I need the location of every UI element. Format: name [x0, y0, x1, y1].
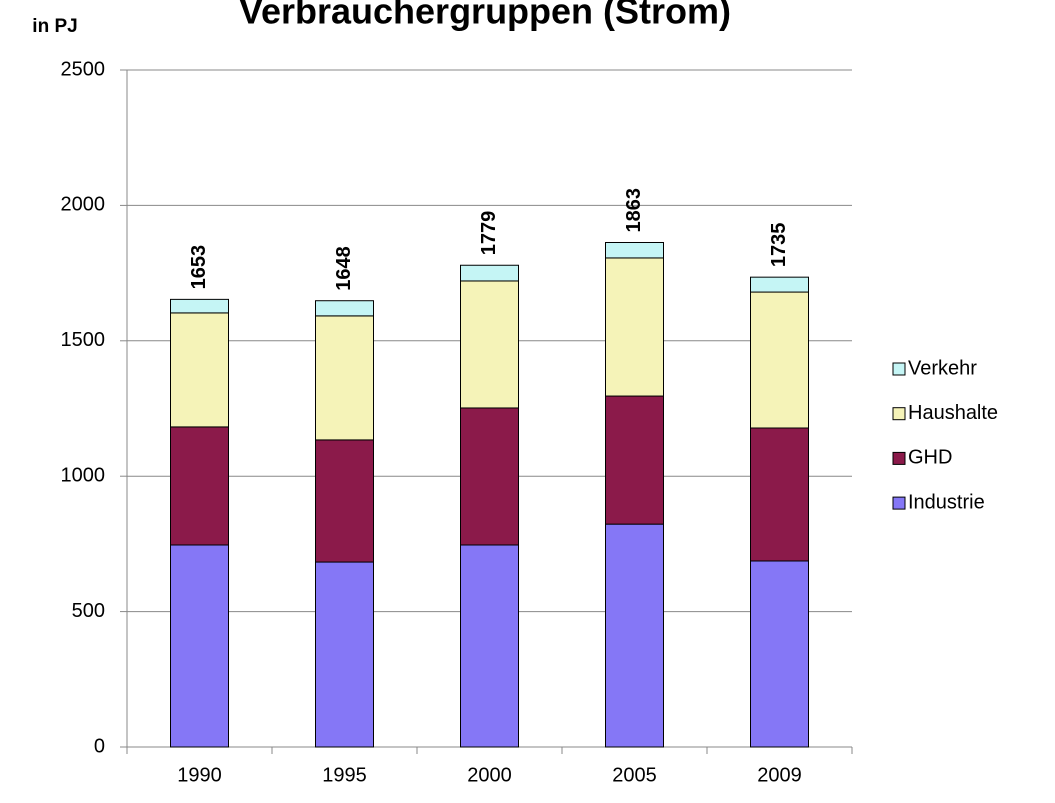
bar-segment	[460, 544, 519, 748]
bar-segment	[460, 280, 519, 409]
total-label: 1863	[623, 188, 645, 233]
x-tick-label: 2000	[467, 764, 512, 786]
bar-segment	[605, 257, 664, 397]
bar-segment	[170, 298, 229, 314]
y-tick-label: 2000	[61, 194, 106, 216]
legend-label: GHD	[908, 447, 952, 469]
legend-label: Verkehr	[908, 357, 977, 379]
y-tick-label: 1500	[61, 329, 106, 351]
bar-segment	[170, 544, 229, 748]
x-tick-label: 1995	[322, 764, 367, 786]
bar-segment	[315, 439, 374, 563]
total-label: 1779	[478, 211, 500, 256]
total-label: 1648	[333, 246, 355, 291]
bar-segment	[315, 561, 374, 748]
bar-segment	[460, 264, 519, 282]
legend-swatch	[892, 407, 906, 421]
bar-segment	[315, 315, 374, 441]
x-tick-label: 1990	[177, 764, 222, 786]
legend-swatch	[892, 451, 906, 465]
bar-segment	[750, 276, 809, 293]
x-tick-label: 2005	[612, 764, 657, 786]
total-label: 1735	[768, 223, 790, 268]
bar-segment	[460, 407, 519, 546]
x-tick-label: 2009	[757, 764, 802, 786]
legend-label: Haushalte	[908, 402, 998, 424]
y-tick-label: 0	[94, 735, 105, 757]
y-tick-label: 1000	[61, 464, 106, 486]
legend-label: Industrie	[908, 491, 985, 513]
y-tick-label: 500	[72, 600, 105, 622]
bar-segment	[750, 427, 809, 562]
y-tick-label: 2500	[61, 58, 106, 80]
bar-segment	[750, 560, 809, 748]
bar-segment	[170, 312, 229, 428]
total-label: 1653	[188, 245, 210, 290]
legend-swatch	[892, 362, 906, 376]
bar-segment	[170, 426, 229, 546]
legend-swatch	[892, 496, 906, 510]
bar-segment	[605, 241, 664, 259]
bar-segment	[605, 523, 664, 748]
bar-segment	[605, 395, 664, 525]
bar-segment	[315, 300, 374, 317]
y-axis-label: in PJ	[32, 16, 77, 37]
bar-segment	[750, 291, 809, 429]
chart-title: Verbrauchergruppen (Strom)	[239, 0, 731, 32]
